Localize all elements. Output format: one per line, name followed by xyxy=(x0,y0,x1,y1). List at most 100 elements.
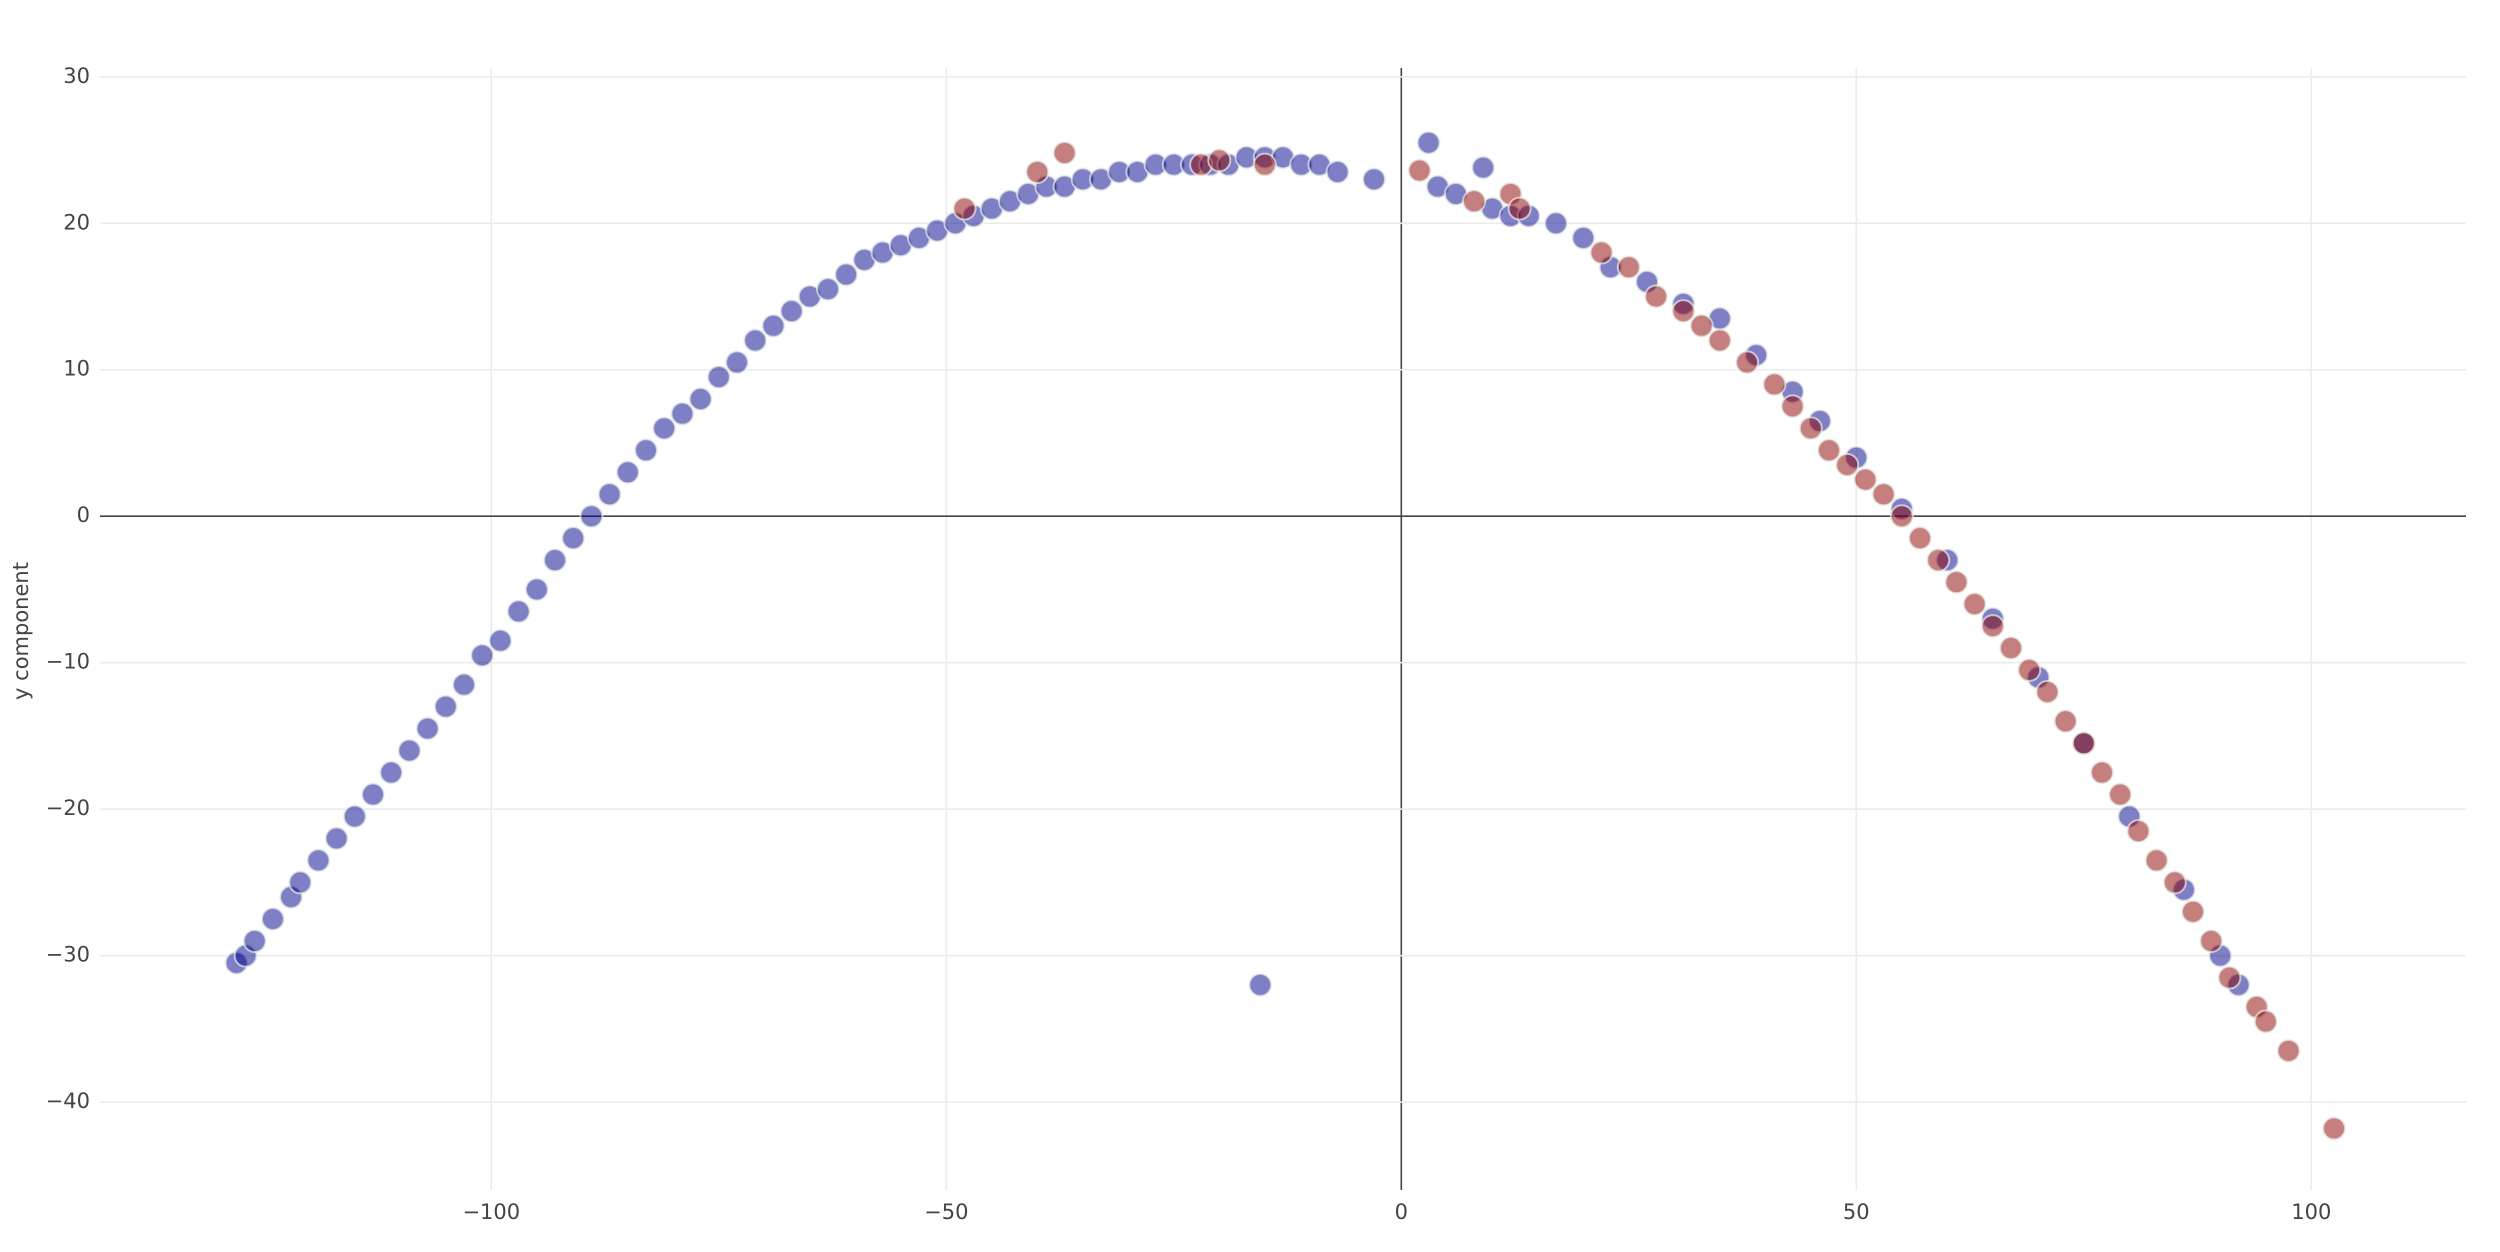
points xyxy=(224,130,2347,1141)
point xyxy=(1507,196,1532,221)
point xyxy=(1248,972,1273,997)
point xyxy=(452,672,476,697)
y-axis-label: y component xyxy=(9,562,33,700)
point xyxy=(2162,870,2187,895)
point xyxy=(1999,636,2023,661)
point xyxy=(1944,570,1969,595)
point xyxy=(706,365,731,390)
point xyxy=(506,599,531,624)
x-tick-label: −100 xyxy=(462,1200,520,1224)
point xyxy=(1252,152,1277,177)
point xyxy=(688,387,713,412)
point xyxy=(2144,848,2169,873)
point xyxy=(1707,328,1732,353)
point xyxy=(2199,928,2224,953)
point xyxy=(1644,284,1669,309)
point xyxy=(834,262,859,287)
point xyxy=(1052,140,1077,165)
point xyxy=(1416,130,1441,155)
point xyxy=(324,826,349,851)
point xyxy=(1025,159,1050,184)
y-tick-label: −10 xyxy=(46,650,90,674)
point xyxy=(361,782,385,807)
point xyxy=(288,870,313,895)
point xyxy=(2071,731,2096,756)
point xyxy=(2108,782,2133,807)
x-tick-label: 100 xyxy=(2291,1200,2331,1224)
point xyxy=(2035,679,2060,704)
x-tick-label: 50 xyxy=(1843,1200,1870,1224)
point xyxy=(1798,416,1823,441)
point xyxy=(415,716,440,741)
point xyxy=(1589,240,1614,265)
point xyxy=(433,694,458,719)
point xyxy=(1962,592,1987,617)
point xyxy=(1762,372,1787,397)
point xyxy=(652,416,677,441)
point xyxy=(2253,1009,2278,1034)
y-tick-label: −40 xyxy=(46,1089,90,1113)
point xyxy=(1835,452,1860,477)
point xyxy=(1325,159,1350,184)
point xyxy=(2217,965,2242,990)
point xyxy=(1671,299,1696,324)
point xyxy=(524,577,549,602)
point xyxy=(1926,548,1951,573)
point xyxy=(1207,148,1232,173)
point xyxy=(543,548,567,573)
point xyxy=(1471,155,1496,180)
point xyxy=(2053,709,2078,734)
point xyxy=(670,401,695,426)
point xyxy=(1817,438,1841,463)
point xyxy=(1689,313,1714,338)
point xyxy=(342,804,367,829)
point xyxy=(725,350,749,375)
point xyxy=(2017,658,2042,683)
point xyxy=(306,848,331,873)
x-tick-label: 0 xyxy=(1395,1200,1408,1224)
y-tick-label: 20 xyxy=(63,210,90,234)
point xyxy=(379,760,404,785)
point xyxy=(1616,255,1641,280)
point xyxy=(2126,819,2151,844)
grid xyxy=(100,68,2466,1190)
point xyxy=(779,299,804,324)
point xyxy=(1871,482,1896,507)
y-tick-label: −20 xyxy=(46,796,90,820)
x-tick-label: −50 xyxy=(924,1200,968,1224)
point xyxy=(952,196,977,221)
point xyxy=(242,928,267,953)
point xyxy=(260,907,285,932)
point xyxy=(1407,158,1432,183)
point xyxy=(2090,760,2114,785)
point xyxy=(1735,350,1760,375)
point xyxy=(761,313,786,338)
point xyxy=(816,277,840,302)
point xyxy=(2181,899,2205,924)
point xyxy=(1980,614,2005,639)
point xyxy=(2322,1116,2347,1141)
point xyxy=(561,526,586,551)
point xyxy=(1462,189,1487,214)
point xyxy=(1544,211,1568,236)
point xyxy=(597,482,622,507)
point xyxy=(488,628,513,653)
point xyxy=(1780,394,1805,419)
y-tick-label: 10 xyxy=(63,357,90,381)
point xyxy=(1853,467,1878,492)
point xyxy=(743,328,768,353)
point xyxy=(634,438,658,463)
point xyxy=(397,738,422,763)
point xyxy=(579,504,604,529)
point xyxy=(615,460,640,485)
point xyxy=(1889,504,1914,529)
point xyxy=(2276,1038,2301,1063)
point xyxy=(1571,225,1596,250)
point xyxy=(1908,526,1932,551)
point xyxy=(1362,167,1386,192)
y-tick-label: −30 xyxy=(46,943,90,967)
y-tick-label: 0 xyxy=(77,503,90,527)
y-tick-label: 30 xyxy=(63,64,90,88)
